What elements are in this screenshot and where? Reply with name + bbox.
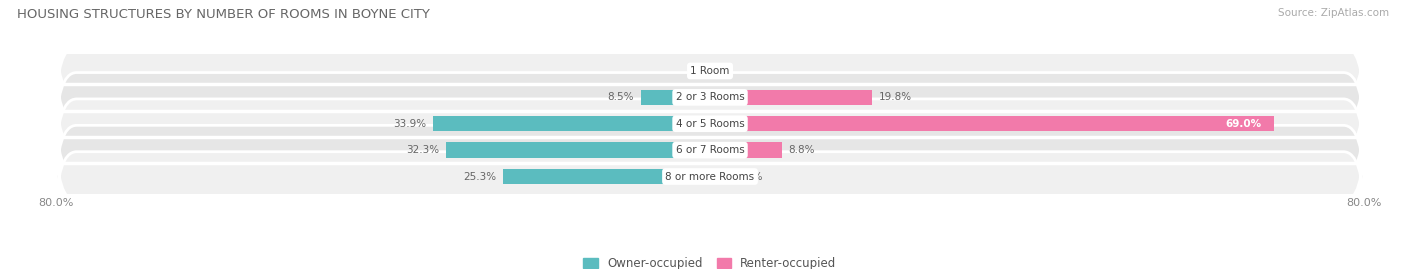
- Bar: [710, 169, 730, 184]
- Bar: [710, 143, 782, 158]
- Text: 8.8%: 8.8%: [789, 145, 815, 155]
- Text: 1 Room: 1 Room: [690, 66, 730, 76]
- Text: 32.3%: 32.3%: [406, 145, 440, 155]
- Text: 8.5%: 8.5%: [607, 92, 634, 102]
- Text: HOUSING STRUCTURES BY NUMBER OF ROOMS IN BOYNE CITY: HOUSING STRUCTURES BY NUMBER OF ROOMS IN…: [17, 8, 430, 21]
- Text: 33.9%: 33.9%: [394, 119, 426, 129]
- FancyBboxPatch shape: [56, 135, 1364, 218]
- Text: Source: ZipAtlas.com: Source: ZipAtlas.com: [1278, 8, 1389, 18]
- Text: 6 or 7 Rooms: 6 or 7 Rooms: [676, 145, 744, 155]
- Text: 19.8%: 19.8%: [879, 92, 911, 102]
- Bar: [641, 90, 710, 105]
- FancyBboxPatch shape: [56, 56, 1364, 139]
- Text: 2 or 3 Rooms: 2 or 3 Rooms: [676, 92, 744, 102]
- FancyBboxPatch shape: [56, 83, 1364, 165]
- FancyBboxPatch shape: [56, 109, 1364, 191]
- Bar: [446, 143, 710, 158]
- Bar: [710, 90, 872, 105]
- Text: 4 or 5 Rooms: 4 or 5 Rooms: [676, 119, 744, 129]
- FancyBboxPatch shape: [56, 30, 1364, 112]
- Bar: [503, 169, 710, 184]
- Text: 69.0%: 69.0%: [1226, 119, 1261, 129]
- Bar: [710, 116, 1274, 131]
- Legend: Owner-occupied, Renter-occupied: Owner-occupied, Renter-occupied: [579, 252, 841, 269]
- Bar: [433, 116, 710, 131]
- Text: 8 or more Rooms: 8 or more Rooms: [665, 172, 755, 182]
- Text: 2.4%: 2.4%: [737, 172, 762, 182]
- Text: 25.3%: 25.3%: [464, 172, 496, 182]
